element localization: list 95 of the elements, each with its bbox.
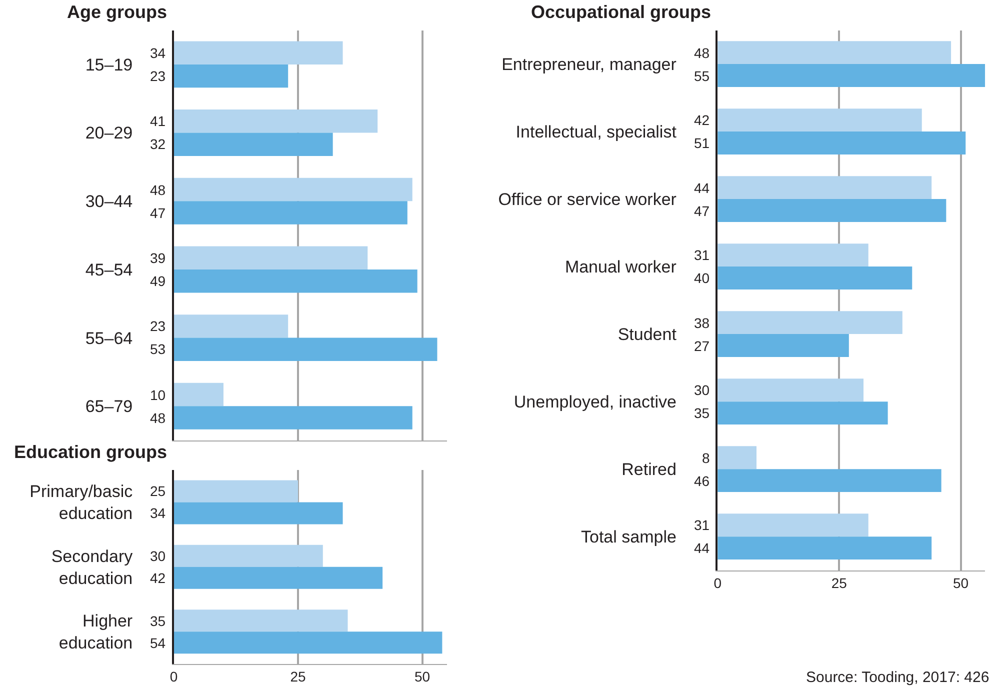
x-tick-label: 25 bbox=[290, 668, 306, 685]
data-label: 34 bbox=[150, 45, 166, 61]
bar bbox=[174, 314, 288, 338]
data-label: 30 bbox=[694, 382, 710, 398]
x-tick-label: 0 bbox=[714, 575, 722, 592]
data-label: 39 bbox=[150, 250, 166, 266]
data-label: 41 bbox=[150, 113, 166, 129]
data-label: 32 bbox=[150, 136, 166, 152]
bar bbox=[718, 469, 942, 492]
data-label: 53 bbox=[150, 341, 166, 357]
bar bbox=[174, 64, 288, 88]
bar bbox=[174, 632, 442, 654]
data-label: 23 bbox=[150, 318, 166, 334]
data-label: 30 bbox=[150, 548, 166, 564]
data-label: 25 bbox=[150, 483, 166, 499]
y-tick-label: 45–54 bbox=[85, 260, 133, 280]
bar bbox=[718, 41, 952, 64]
data-label: 27 bbox=[694, 338, 710, 354]
y-tick-label: Manual worker bbox=[564, 258, 677, 276]
y-tick-label: Total sample bbox=[581, 528, 676, 547]
y-tick-label: Entrepreneur, manager bbox=[502, 54, 677, 74]
data-label: 48 bbox=[150, 182, 166, 198]
bar bbox=[174, 269, 418, 293]
bar bbox=[174, 382, 224, 406]
y-tick-label: Secondary education bbox=[51, 546, 134, 588]
bar bbox=[174, 610, 348, 632]
data-label: 31 bbox=[694, 517, 710, 533]
data-label: 55 bbox=[694, 68, 710, 84]
data-label: 35 bbox=[150, 613, 166, 629]
y-tick-label: 55–64 bbox=[85, 328, 133, 348]
y-tick-label: Unemployed, inactive bbox=[514, 392, 676, 412]
bar bbox=[174, 544, 323, 567]
bar bbox=[174, 132, 333, 156]
data-label: 48 bbox=[150, 410, 166, 426]
y-tick-label: Student bbox=[618, 325, 677, 344]
bar bbox=[718, 199, 946, 222]
bar bbox=[174, 480, 298, 502]
y-tick-label: Higher education bbox=[58, 611, 133, 653]
bar bbox=[718, 402, 888, 425]
y-tick-label: 30–44 bbox=[85, 192, 133, 212]
bar bbox=[174, 246, 368, 270]
data-label: 49 bbox=[150, 273, 166, 289]
data-label: 48 bbox=[694, 45, 710, 61]
chart-title: Age groups bbox=[67, 2, 168, 22]
y-tick-label: 20–29 bbox=[85, 124, 133, 143]
data-label: 40 bbox=[694, 270, 710, 286]
bar bbox=[174, 566, 383, 589]
data-label: 44 bbox=[694, 180, 710, 196]
source-note: Source: Tooding, 2017: 426 bbox=[806, 669, 990, 686]
bar bbox=[174, 201, 408, 224]
data-label: 35 bbox=[694, 405, 710, 421]
x-tick-label: 0 bbox=[170, 668, 178, 685]
data-label: 44 bbox=[694, 540, 710, 556]
bar bbox=[174, 406, 412, 430]
data-label: 34 bbox=[150, 505, 166, 521]
bar bbox=[718, 244, 868, 267]
y-tick-label: Primary/basic education bbox=[30, 482, 134, 524]
x-tick-label: 50 bbox=[414, 668, 430, 685]
data-label: 31 bbox=[694, 247, 710, 263]
bar bbox=[718, 311, 902, 334]
bar bbox=[174, 338, 438, 362]
data-label: 8 bbox=[702, 450, 710, 466]
data-label: 42 bbox=[150, 570, 166, 586]
bar bbox=[174, 41, 343, 64]
bar bbox=[174, 178, 412, 202]
data-label: 42 bbox=[694, 112, 710, 128]
y-tick-label: Office or service worker bbox=[498, 190, 677, 209]
bar bbox=[718, 536, 932, 560]
y-tick-label: Intellectual, specialist bbox=[516, 122, 677, 142]
bar bbox=[718, 266, 912, 290]
data-label: 38 bbox=[694, 315, 710, 331]
bar bbox=[718, 446, 757, 470]
data-label: 46 bbox=[694, 473, 710, 489]
bar bbox=[718, 378, 864, 402]
bar bbox=[718, 132, 966, 154]
bar bbox=[718, 64, 986, 87]
data-label: 23 bbox=[150, 68, 166, 84]
chart-title: Education groups bbox=[14, 442, 167, 462]
bar bbox=[718, 108, 922, 132]
data-label: 10 bbox=[150, 387, 166, 403]
data-label: 47 bbox=[150, 205, 166, 221]
x-tick-label: 50 bbox=[952, 575, 969, 592]
data-label: 54 bbox=[150, 635, 166, 651]
bar bbox=[174, 502, 343, 524]
bar bbox=[718, 514, 868, 537]
data-label: 51 bbox=[694, 135, 710, 151]
data-label: 47 bbox=[694, 203, 710, 219]
chart-title: Occupational groups bbox=[531, 2, 712, 22]
y-tick-label: Retired bbox=[622, 460, 676, 480]
bar bbox=[718, 334, 849, 358]
y-tick-label: 65–79 bbox=[85, 397, 133, 416]
x-tick-label: 25 bbox=[831, 575, 848, 592]
bar bbox=[718, 176, 932, 200]
y-tick-label: 15–19 bbox=[85, 55, 133, 74]
bar bbox=[174, 110, 378, 133]
